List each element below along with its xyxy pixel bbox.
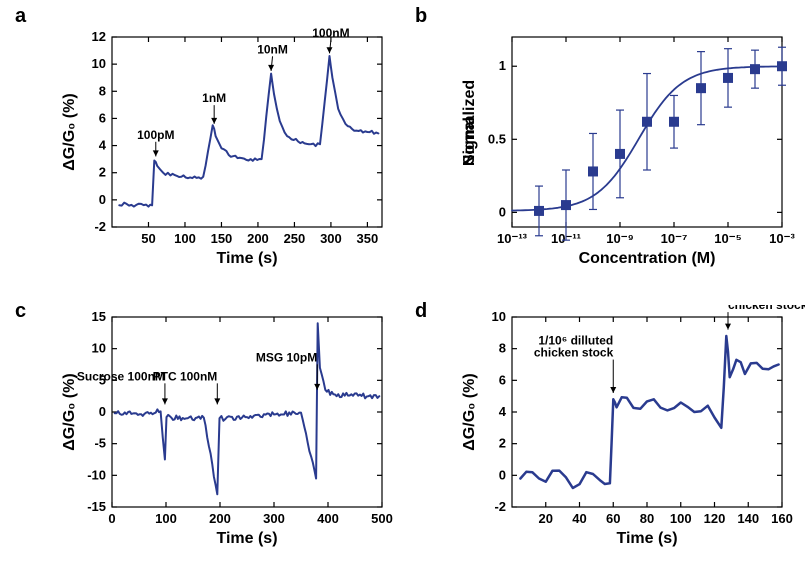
svg-text:100: 100 <box>174 231 196 246</box>
svg-text:120: 120 <box>704 511 726 526</box>
svg-text:-15: -15 <box>87 499 106 514</box>
svg-text:Time (s): Time (s) <box>216 530 277 547</box>
svg-text:chicken stock: chicken stock <box>728 305 805 312</box>
svg-text:50: 50 <box>141 231 155 246</box>
svg-text:4: 4 <box>499 404 507 419</box>
svg-text:10⁻⁵: 10⁻⁵ <box>714 231 741 246</box>
svg-text:140: 140 <box>737 511 759 526</box>
svg-text:-5: -5 <box>94 436 106 451</box>
svg-text:8: 8 <box>99 83 106 98</box>
svg-text:15: 15 <box>92 309 106 324</box>
panel-a-label: a <box>15 5 26 28</box>
svg-text:-2: -2 <box>94 219 106 234</box>
svg-text:400: 400 <box>317 511 339 526</box>
svg-text:20: 20 <box>539 511 553 526</box>
svg-text:200: 200 <box>247 231 269 246</box>
panel-a-chart: 50 100 150 200 250 300 350 -2 0 2 4 6 8 10 12 Time (s) Δ… <box>40 15 405 285</box>
svg-text:10⁻⁹: 10⁻⁹ <box>606 231 634 246</box>
svg-text:100: 100 <box>670 511 692 526</box>
panel-b-chart: 10⁻¹³10⁻¹¹10⁻⁹10⁻⁷10⁻⁵10⁻³00.51Concentra… <box>430 15 805 285</box>
svg-text:ΔG/G₀ (%): ΔG/G₀ (%) <box>61 373 78 450</box>
svg-text:chicken stock: chicken stock <box>534 346 614 360</box>
svg-text:500: 500 <box>371 511 393 526</box>
svg-text:4: 4 <box>99 138 107 153</box>
svg-text:300: 300 <box>320 231 342 246</box>
panel-c-label: c <box>15 300 26 323</box>
svg-text:100pM: 100pM <box>137 128 174 142</box>
svg-text:160: 160 <box>771 511 793 526</box>
svg-text:2: 2 <box>99 165 106 180</box>
svg-text:60: 60 <box>606 511 620 526</box>
svg-text:Signal: Signal <box>461 117 478 165</box>
svg-text:350: 350 <box>357 231 379 246</box>
svg-text:-10: -10 <box>87 467 106 482</box>
svg-text:12: 12 <box>92 29 106 44</box>
svg-text:10: 10 <box>92 341 106 356</box>
svg-text:250: 250 <box>284 231 306 246</box>
svg-text:1: 1 <box>499 58 506 73</box>
svg-text:1nM: 1nM <box>202 91 226 105</box>
svg-text:10⁻¹³: 10⁻¹³ <box>497 231 528 246</box>
svg-text:300: 300 <box>263 511 285 526</box>
svg-text:Time (s): Time (s) <box>216 250 277 267</box>
svg-text:10: 10 <box>492 309 506 324</box>
panel-b-label: b <box>415 5 427 28</box>
svg-text:ΔG/G₀ (%): ΔG/G₀ (%) <box>461 373 478 450</box>
svg-text:0: 0 <box>499 467 506 482</box>
svg-text:Concentration (M): Concentration (M) <box>579 250 716 267</box>
panel-d-label: d <box>415 300 427 323</box>
svg-text:PTC 100nM: PTC 100nM <box>153 369 218 383</box>
svg-text:10⁻⁷: 10⁻⁷ <box>661 231 688 246</box>
svg-text:80: 80 <box>640 511 654 526</box>
svg-text:2: 2 <box>499 436 506 451</box>
svg-text:0: 0 <box>108 511 115 526</box>
panel-d-chart: 20 40 60 80 100 120 140 160 -2 0 2 4 6 8 10 Time (s) ΔG/… <box>430 305 805 565</box>
svg-text:10nM: 10nM <box>257 42 288 56</box>
svg-text:6: 6 <box>499 372 506 387</box>
svg-text:10: 10 <box>92 56 106 71</box>
svg-text:ΔG/G₀ (%): ΔG/G₀ (%) <box>61 93 78 170</box>
svg-text:0.5: 0.5 <box>488 131 506 146</box>
svg-text:0: 0 <box>499 204 506 219</box>
svg-text:100: 100 <box>155 511 177 526</box>
svg-text:-2: -2 <box>494 499 506 514</box>
svg-text:6: 6 <box>99 110 106 125</box>
svg-text:MSG 10pM: MSG 10pM <box>256 350 317 364</box>
svg-text:0: 0 <box>99 192 106 207</box>
svg-text:200: 200 <box>209 511 231 526</box>
svg-text:Time (s): Time (s) <box>616 530 677 547</box>
svg-text:8: 8 <box>499 341 506 356</box>
svg-text:100nM: 100nM <box>312 26 349 40</box>
svg-text:40: 40 <box>572 511 586 526</box>
svg-text:0: 0 <box>99 404 106 419</box>
svg-text:10⁻³: 10⁻³ <box>769 231 795 246</box>
panel-c-chart: 0100200300400500-15-10-5051015Time (s)ΔG… <box>40 305 405 565</box>
svg-text:150: 150 <box>211 231 233 246</box>
